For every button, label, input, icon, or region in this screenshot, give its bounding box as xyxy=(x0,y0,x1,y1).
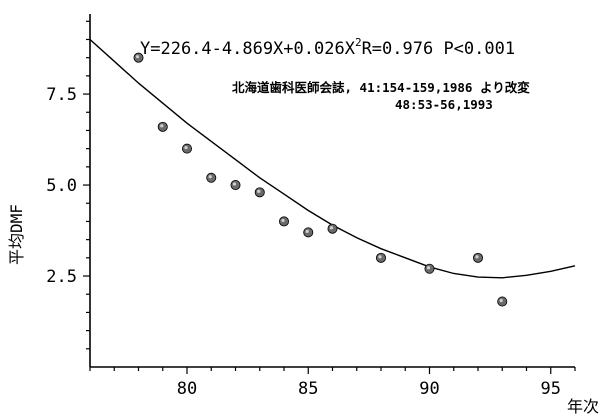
data-point xyxy=(181,143,192,154)
data-point-highlight xyxy=(426,266,431,270)
y-tick-label: 2.5 xyxy=(46,267,77,287)
data-point-highlight xyxy=(378,255,382,259)
data-points xyxy=(133,52,508,307)
y-axis-title: 平均DMF xyxy=(7,204,26,265)
data-point-highlight xyxy=(208,175,212,179)
x-tick-label: 90 xyxy=(419,379,439,399)
x-axis-title: 年次 xyxy=(567,397,599,416)
fit-curve-layer xyxy=(89,38,576,279)
source-line-1: 北海道歯科医師会誌, 41:154-159,1986 より改変 xyxy=(232,80,530,95)
data-point xyxy=(327,223,338,234)
data-point xyxy=(254,187,265,198)
tick-labels: 80 85 90 95 2.5 5.0 7.5 xyxy=(46,85,561,399)
x-tick-label: 80 xyxy=(177,379,197,399)
data-point-highlight xyxy=(475,255,479,259)
data-point-highlight xyxy=(232,182,237,186)
regression-curve xyxy=(89,38,576,279)
data-point-highlight xyxy=(135,55,140,59)
data-point xyxy=(424,263,435,274)
data-point xyxy=(497,296,508,307)
data-point xyxy=(375,252,386,263)
data-point-highlight xyxy=(329,226,334,230)
x-tick-label: 95 xyxy=(541,379,561,399)
y-tick-label: 7.5 xyxy=(46,85,77,105)
axes xyxy=(83,14,576,374)
data-point xyxy=(157,121,168,132)
data-point xyxy=(472,252,483,263)
y-tick-label: 5.0 xyxy=(46,176,77,196)
data-point-highlight xyxy=(499,298,503,303)
data-point-highlight xyxy=(184,146,188,150)
data-point xyxy=(206,172,217,183)
equation-label: Y=226.4-4.869X+0.026X2R=0.976 P<0.001 xyxy=(140,36,515,59)
data-point xyxy=(303,227,314,238)
data-point xyxy=(230,180,241,191)
data-point-highlight xyxy=(281,218,285,223)
data-point xyxy=(278,216,289,227)
x-tick-label: 85 xyxy=(298,379,318,399)
data-point xyxy=(133,52,144,63)
data-point-highlight xyxy=(257,189,261,193)
source-line-2: 48:53-56,1993 xyxy=(395,97,493,112)
data-point-highlight xyxy=(160,124,164,128)
data-point-highlight xyxy=(305,229,309,233)
